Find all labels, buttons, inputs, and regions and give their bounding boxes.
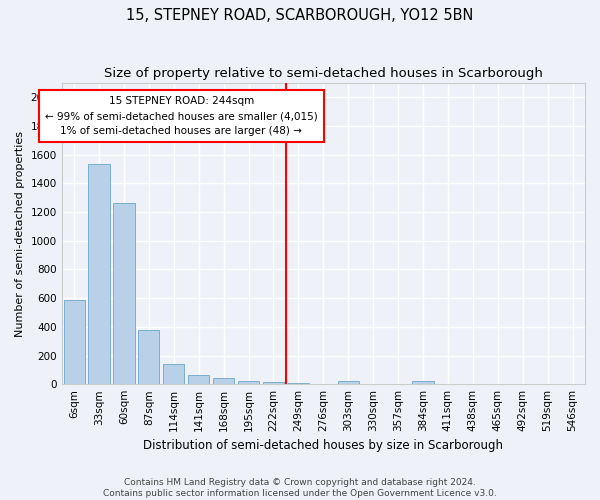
Bar: [188, 375, 209, 384]
Text: Contains HM Land Registry data © Crown copyright and database right 2024.
Contai: Contains HM Land Registry data © Crown c…: [103, 478, 497, 498]
Y-axis label: Number of semi-detached properties: Number of semi-detached properties: [15, 130, 25, 336]
Bar: [138, 330, 160, 384]
Bar: [213, 378, 234, 384]
Bar: [64, 300, 85, 384]
Text: 15, STEPNEY ROAD, SCARBOROUGH, YO12 5BN: 15, STEPNEY ROAD, SCARBOROUGH, YO12 5BN: [127, 8, 473, 22]
Bar: [412, 382, 434, 384]
Title: Size of property relative to semi-detached houses in Scarborough: Size of property relative to semi-detach…: [104, 68, 543, 80]
X-axis label: Distribution of semi-detached houses by size in Scarborough: Distribution of semi-detached houses by …: [143, 440, 503, 452]
Bar: [113, 203, 134, 384]
Bar: [263, 382, 284, 384]
Bar: [238, 380, 259, 384]
Text: 15 STEPNEY ROAD: 244sqm
← 99% of semi-detached houses are smaller (4,015)
1% of : 15 STEPNEY ROAD: 244sqm ← 99% of semi-de…: [45, 96, 317, 136]
Bar: [163, 364, 184, 384]
Bar: [288, 382, 309, 384]
Bar: [338, 382, 359, 384]
Bar: [88, 164, 110, 384]
